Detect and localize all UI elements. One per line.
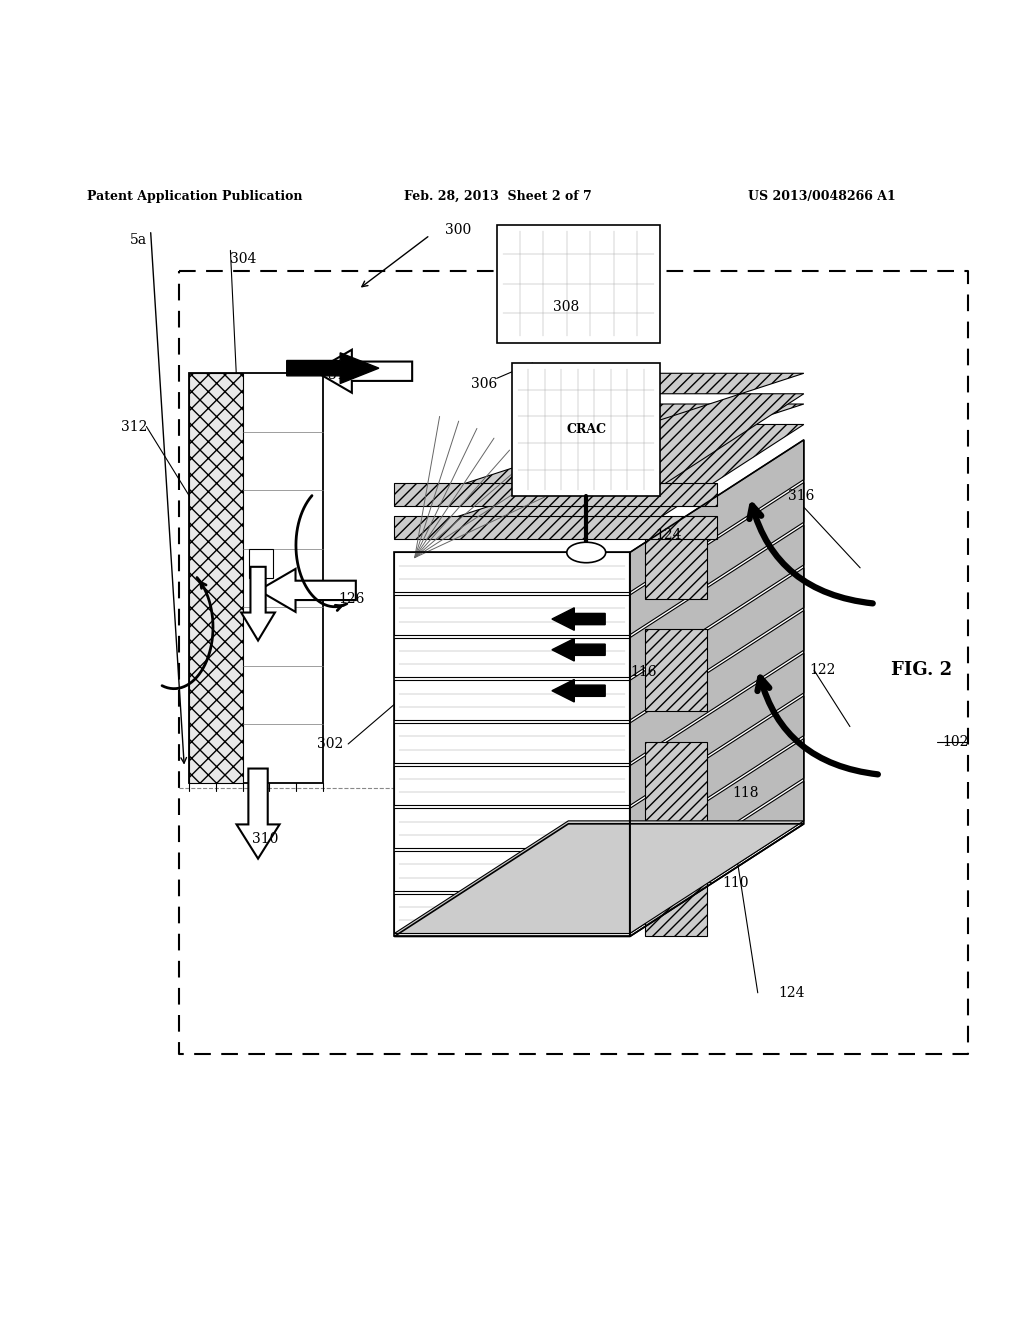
Text: CRAC: CRAC bbox=[566, 424, 606, 436]
Polygon shape bbox=[394, 766, 630, 805]
Polygon shape bbox=[630, 696, 804, 849]
Text: 124: 124 bbox=[655, 528, 682, 543]
Bar bbox=[645, 516, 707, 598]
Polygon shape bbox=[394, 851, 630, 891]
Text: 110: 110 bbox=[722, 876, 749, 890]
Text: 126: 126 bbox=[338, 591, 365, 606]
Polygon shape bbox=[630, 738, 804, 891]
Bar bbox=[512, 363, 660, 496]
Polygon shape bbox=[552, 607, 605, 631]
Polygon shape bbox=[237, 768, 280, 858]
Polygon shape bbox=[394, 553, 630, 593]
Text: 304: 304 bbox=[230, 252, 257, 265]
Polygon shape bbox=[394, 681, 630, 721]
Text: 314: 314 bbox=[328, 368, 354, 383]
Text: 5a: 5a bbox=[130, 234, 147, 247]
Bar bbox=[645, 742, 707, 824]
Text: 316: 316 bbox=[788, 490, 815, 503]
Text: 302: 302 bbox=[317, 737, 344, 751]
Polygon shape bbox=[630, 568, 804, 721]
Polygon shape bbox=[630, 440, 804, 593]
Bar bbox=[394, 516, 717, 539]
Ellipse shape bbox=[567, 543, 606, 562]
Text: 102: 102 bbox=[942, 735, 969, 748]
Bar bbox=[645, 630, 707, 711]
Polygon shape bbox=[242, 566, 274, 640]
Polygon shape bbox=[630, 483, 804, 635]
Polygon shape bbox=[394, 374, 804, 507]
Text: US 2013/0048266 A1: US 2013/0048266 A1 bbox=[748, 190, 895, 203]
Polygon shape bbox=[394, 404, 804, 537]
Polygon shape bbox=[287, 352, 379, 384]
Bar bbox=[497, 224, 660, 343]
Polygon shape bbox=[394, 723, 630, 763]
Polygon shape bbox=[552, 680, 605, 702]
Text: 122: 122 bbox=[809, 663, 836, 677]
Polygon shape bbox=[394, 894, 630, 933]
Text: 124: 124 bbox=[778, 986, 805, 999]
Bar bbox=[189, 374, 323, 783]
Text: 312: 312 bbox=[121, 420, 147, 433]
Text: 308: 308 bbox=[553, 300, 580, 314]
Text: FIG. 2: FIG. 2 bbox=[891, 661, 952, 680]
Polygon shape bbox=[630, 653, 804, 805]
Text: 306: 306 bbox=[471, 376, 498, 391]
Polygon shape bbox=[394, 808, 630, 849]
Bar bbox=[250, 549, 273, 578]
Polygon shape bbox=[630, 781, 804, 933]
Polygon shape bbox=[552, 639, 605, 661]
Text: 118: 118 bbox=[732, 787, 759, 800]
Text: 300: 300 bbox=[445, 223, 472, 236]
Polygon shape bbox=[394, 595, 630, 635]
Polygon shape bbox=[394, 821, 804, 933]
Bar bbox=[189, 374, 243, 783]
Bar bbox=[394, 483, 717, 507]
Polygon shape bbox=[315, 350, 412, 393]
Text: 116: 116 bbox=[631, 665, 657, 680]
Polygon shape bbox=[630, 611, 804, 763]
Text: Patent Application Publication: Patent Application Publication bbox=[87, 190, 302, 203]
Bar bbox=[645, 854, 707, 936]
Polygon shape bbox=[258, 569, 356, 612]
Text: Feb. 28, 2013  Sheet 2 of 7: Feb. 28, 2013 Sheet 2 of 7 bbox=[404, 190, 592, 203]
Text: 310: 310 bbox=[252, 832, 279, 846]
Polygon shape bbox=[630, 525, 804, 677]
Polygon shape bbox=[394, 638, 630, 677]
